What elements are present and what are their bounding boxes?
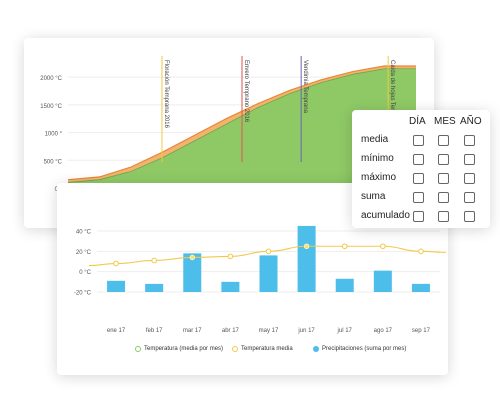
aggregation-selector: DÍA MES AÑO media mínimo máximo suma acumulado: [352, 110, 490, 228]
checkbox[interactable]: [413, 135, 424, 146]
temperature-point: [151, 257, 157, 264]
temperature-point: [113, 260, 119, 267]
x-tick-label: ago 17: [374, 328, 393, 334]
annotation-label: Vendimia Temprana: [302, 60, 308, 114]
legend-marker-icon: [135, 346, 141, 352]
x-tick-label: mar 17: [183, 328, 202, 334]
y-tick-label: 1000 °: [45, 132, 63, 138]
temperature-point: [227, 253, 234, 260]
legend-label: Temperatura media: [241, 346, 293, 352]
checkbox[interactable]: [413, 192, 424, 203]
y-tick-label: 1500 °C: [40, 104, 62, 110]
checkbox[interactable]: [438, 154, 449, 165]
row-label: mínimo: [361, 153, 394, 164]
y-tick-label: 0 °C: [79, 270, 91, 276]
checkbox[interactable]: [464, 173, 475, 184]
temperature-point: [418, 248, 424, 255]
column-header-1: MES: [434, 116, 456, 127]
checkbox[interactable]: [464, 192, 475, 203]
temperature-point-highlight: [189, 254, 195, 261]
y-tick-label: 500 °C: [44, 159, 63, 165]
y-tick-label: 40 °C: [76, 230, 92, 236]
x-tick-label: jun 17: [297, 328, 315, 334]
legend-item[interactable]: Temperatura (media por mes): [135, 346, 223, 352]
checkbox[interactable]: [438, 135, 449, 146]
column-header-2: AÑO: [460, 116, 482, 127]
bar: [411, 283, 430, 292]
column-header-0: DÍA: [409, 116, 426, 127]
checkbox[interactable]: [438, 173, 449, 184]
bar: [221, 281, 240, 292]
checkbox[interactable]: [464, 135, 475, 146]
checkbox[interactable]: [464, 154, 475, 165]
annotation-label: Envero Temprano 2016: [243, 60, 249, 123]
chart-legend: Temperatura (media por mes) Temperatura m…: [57, 346, 448, 360]
y-tick-label: 20 °C: [76, 250, 92, 256]
temperature-point: [380, 243, 386, 250]
legend-item[interactable]: Precipitaciones (suma por mes): [313, 346, 406, 352]
annotation-label: Floración Temprana 2016: [163, 60, 169, 129]
legend-marker-icon: [232, 346, 238, 352]
temperature-point: [341, 243, 348, 250]
x-tick-label: may 17: [259, 328, 279, 334]
legend-item[interactable]: Temperatura media: [232, 346, 293, 352]
temperature-point-highlight: [304, 243, 310, 249]
checkbox[interactable]: [438, 192, 449, 203]
bar: [259, 255, 278, 292]
bar: [145, 283, 164, 292]
checkbox[interactable]: [413, 154, 424, 165]
row-label: acumulado: [361, 210, 410, 221]
bar: [297, 225, 316, 292]
x-tick-label: abr 17: [222, 328, 240, 334]
checkbox[interactable]: [438, 211, 449, 222]
annotation-label: Caída de hojas Tem: [389, 60, 395, 113]
row-label: máximo: [361, 172, 397, 183]
row-label: media: [361, 134, 389, 145]
temperature-point: [265, 248, 272, 255]
x-tick-label: sep 17: [412, 328, 431, 334]
x-tick-label: ene 17: [107, 328, 126, 334]
x-tick-label: jul 17: [337, 328, 353, 334]
y-tick-label: 2000 °C: [40, 76, 62, 82]
legend-label: Temperatura (media por mes): [144, 346, 224, 352]
bar: [373, 270, 392, 292]
checkbox[interactable]: [413, 211, 424, 222]
y-tick-label: -20 °C: [74, 291, 92, 297]
row-label: suma: [361, 191, 386, 202]
x-tick-label: feb 17: [146, 328, 163, 334]
monthly-combo-chart: 40 °C 20 °C 0 °C -20 °C ene 17 feb 17 mar 17 ab…: [74, 225, 447, 334]
bar: [107, 280, 126, 292]
checkbox[interactable]: [413, 173, 424, 184]
legend-label: Precipitaciones (suma por mes): [322, 346, 407, 352]
checkbox[interactable]: [464, 211, 475, 222]
bar: [183, 253, 202, 292]
bar: [335, 278, 354, 292]
legend-marker-icon: [313, 346, 319, 352]
